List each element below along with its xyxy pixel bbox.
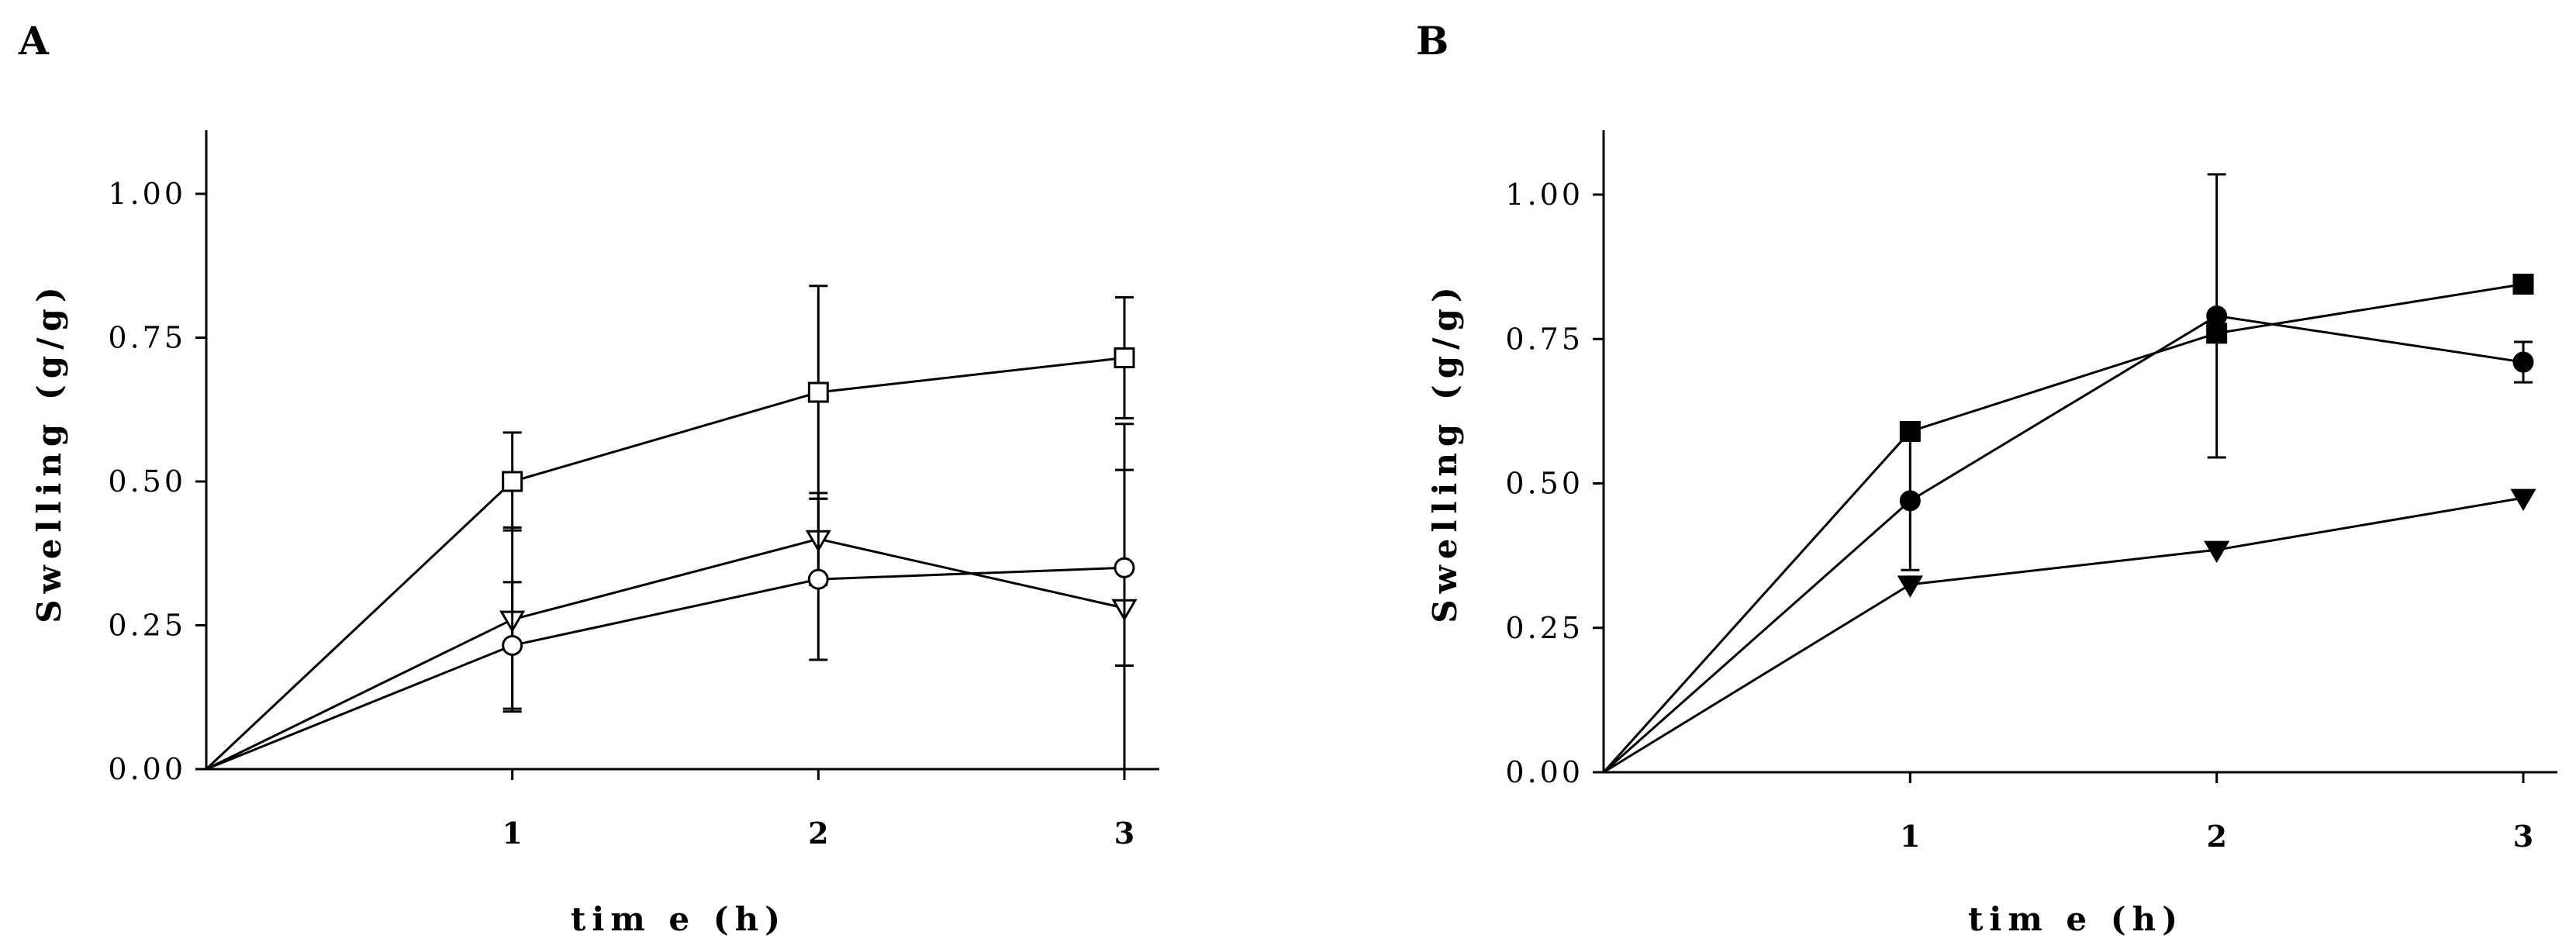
panel-b-filled-triangle-down-line <box>1603 496 2524 774</box>
panel-b-y-axis-title: Swelling (g/g) <box>1426 281 1464 623</box>
panel-b-series-filled-square <box>1602 273 2534 774</box>
panel-a-series-open-circle <box>205 468 1135 771</box>
panel-b-filled-triangle-down-point <box>1897 575 1923 598</box>
panel-a-open-circle-line <box>205 566 1125 771</box>
panel-a-x-tick-label: 3 <box>1114 816 1134 851</box>
panel-b-filled-triangle-down-point <box>2510 488 2536 512</box>
panel-b-axes: 0.00 0.25 0.50 0.75 1.00 1 2 3 <box>1505 130 2557 854</box>
panel-b-marks <box>1602 173 2536 774</box>
panel-a-x-tick-label: 2 <box>808 816 828 851</box>
panel-b-x-tick-label: 2 <box>2206 819 2226 854</box>
panel-a-open-square-point <box>1114 347 1135 368</box>
panel-a-open-circle-point <box>502 634 523 656</box>
panel-a-y-axis-title: Swelling (g/g) <box>30 281 68 623</box>
panel-a-y-tick-label: 0.75 <box>108 321 186 355</box>
panel-a-x-tick-label: 1 <box>502 816 522 851</box>
panel-b-y-tick-label: 0.00 <box>1505 755 1583 789</box>
panel-b-x-axis-title: tim e (h) <box>1968 900 2184 938</box>
panel-b-filled-circle-point <box>2512 351 2534 373</box>
panel-a-marks <box>205 285 1138 771</box>
panel-a-x-axis-title: tim e (h) <box>571 900 786 938</box>
panel-b-y-tick-label: 1.00 <box>1505 178 1583 212</box>
panel-a-y-tick-label: 0.00 <box>108 752 186 786</box>
panel-a-letter: A <box>18 18 50 64</box>
panel-b-filled-circle-point <box>2206 305 2228 326</box>
panel-b-filled-triangle-down-point <box>2204 540 2230 564</box>
panel-a-series-open-square <box>205 285 1135 771</box>
panel-b-y-tick-label: 0.75 <box>1505 322 1583 356</box>
panel-a: A 0.00 0.25 0.50 0.75 1.00 1 2 3 Swelling (g/g)… <box>18 18 1159 938</box>
panel-a-open-square-point <box>807 381 829 403</box>
panel-a-open-square-point <box>502 471 523 492</box>
panel-a-y-tick-label: 1.00 <box>108 177 186 211</box>
panel-a-open-circle-point <box>807 568 829 590</box>
panel-b-series-filled-triangle-down <box>1603 488 2536 774</box>
panel-b-letter: B <box>1416 18 1449 64</box>
panel-a-y-tick-label: 0.50 <box>108 464 186 499</box>
panel-b: B 0.00 0.25 0.50 0.75 1.00 1 2 3 Swelling (g/g)… <box>1416 18 2557 938</box>
panel-a-series-open-triangle-down <box>205 423 1138 771</box>
panel-b-filled-square-point <box>2512 273 2534 295</box>
panel-b-filled-circle-point <box>1899 490 1921 512</box>
panel-b-y-tick-label: 0.25 <box>1505 611 1583 645</box>
panel-b-series-filled-circle <box>1603 173 2534 774</box>
panel-b-y-tick-label: 0.50 <box>1505 467 1583 501</box>
panel-b-filled-square-line <box>1602 282 2524 774</box>
panel-a-y-tick-label: 0.25 <box>108 609 186 643</box>
panel-b-x-tick-label: 3 <box>2513 819 2533 854</box>
panel-b-x-tick-label: 1 <box>1900 819 1920 854</box>
panel-a-open-square-line <box>205 356 1125 771</box>
panel-a-open-circle-point <box>1114 557 1135 578</box>
panel-b-filled-circle-line <box>1603 314 2524 774</box>
panel-a-axes: 0.00 0.25 0.50 0.75 1.00 1 2 3 <box>108 130 1159 851</box>
